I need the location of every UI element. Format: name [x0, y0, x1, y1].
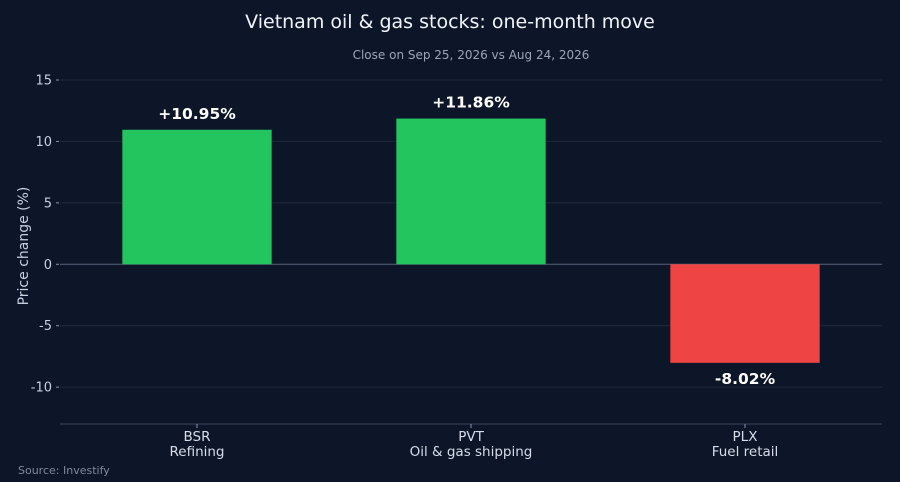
x-tick-label: PVT	[458, 429, 484, 445]
bar-pvt	[396, 118, 546, 265]
y-axis: 15 10 5 0 -5 -10	[31, 74, 59, 396]
x-tick-sublabel: Oil & gas shipping	[410, 444, 533, 460]
y-tick-label: -5	[39, 319, 52, 334]
x-tick-sublabel: Refining	[169, 444, 224, 460]
data-label: +10.95%	[158, 105, 236, 123]
source-note: Source: Investify	[18, 464, 110, 477]
data-label: -8.02%	[715, 370, 776, 388]
x-tick-label: BSR	[184, 429, 211, 445]
chart-title: Vietnam oil & gas stocks: one-month move	[245, 11, 655, 33]
y-tick-label: 15	[35, 74, 52, 89]
y-tick-label: 0	[44, 258, 52, 273]
y-tick-label: -10	[31, 381, 52, 396]
bar-plx	[670, 264, 820, 363]
chart-subtitle: Close on Sep 25, 2026 vs Aug 24, 2026	[353, 48, 590, 62]
y-axis-label: Price change (%)	[16, 187, 32, 306]
bar-bsr	[122, 129, 272, 265]
y-tick-label: 10	[35, 135, 52, 150]
x-tick-sublabel: Fuel retail	[712, 444, 779, 460]
y-tick-label: 5	[44, 196, 52, 211]
data-label: +11.86%	[432, 94, 510, 112]
data-labels-layer: +10.95% +11.86% -8.02%	[158, 94, 775, 388]
x-tick-label: PLX	[733, 429, 758, 445]
bars-layer	[122, 118, 820, 363]
